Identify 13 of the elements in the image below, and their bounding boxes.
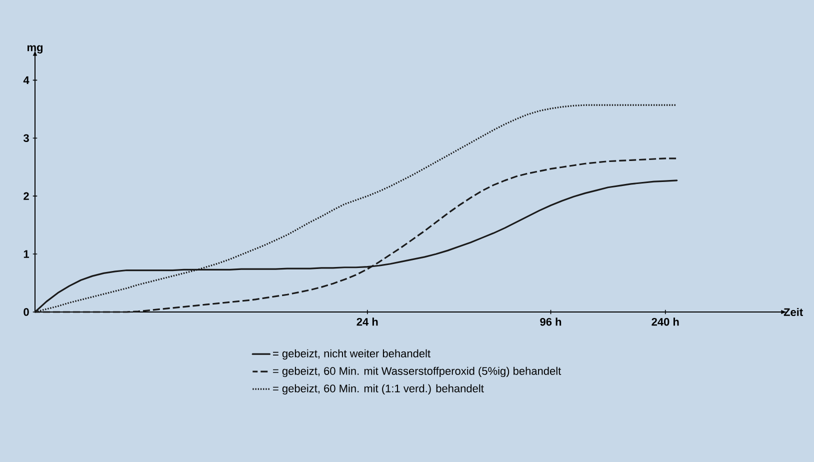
x-tick-label: 24 h — [356, 318, 378, 326]
x-axis-title: Zeit — [784, 308, 803, 316]
y-tick-label: 2 — [24, 192, 29, 200]
y-tick-label: 4 — [23, 76, 30, 84]
y-tick-label: 0 — [24, 308, 29, 316]
y-tick-label: 3 — [23, 134, 29, 142]
legend-label: = gebeizt, 60 Min. mit Wasserstoffperoxid (5%ig) behandelt — [273, 366, 562, 378]
y-axis-title: mg — [27, 45, 43, 54]
legend-label: = gebeizt, nicht weiter behandelt — [273, 349, 430, 360]
x-tick-label: 96 h — [540, 318, 562, 326]
x-tick-label: 240 h — [652, 318, 679, 326]
legend-label: = gebeizt, 60 Min. mit (1:1 verd.) behandelt — [273, 384, 484, 395]
y-tick-label: 1 — [24, 250, 30, 258]
